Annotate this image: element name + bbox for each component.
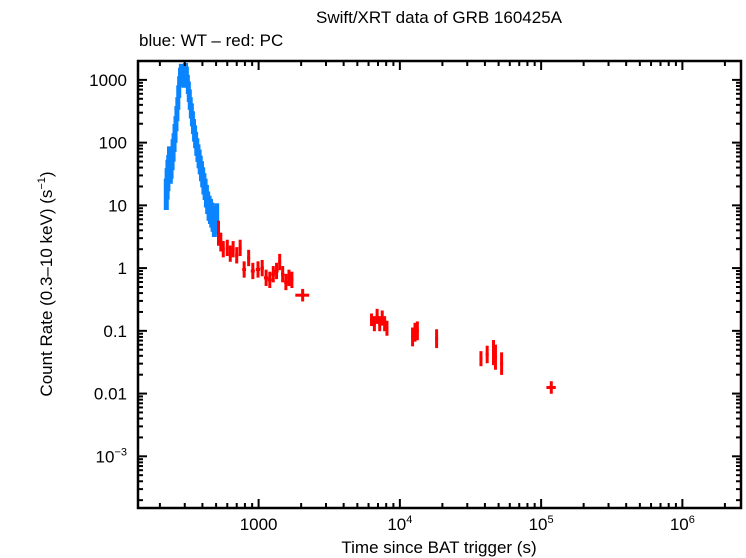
data-point	[295, 288, 310, 302]
data-point	[214, 203, 220, 231]
x-tick-label: 106	[670, 514, 695, 534]
data-point	[435, 329, 439, 349]
y-axis-label-main: Count Rate (0.3–10 keV) (s	[37, 190, 56, 397]
data-point	[287, 269, 291, 286]
chart-title: Swift/XRT data of GRB 160425A	[316, 8, 563, 27]
data-point	[546, 381, 556, 394]
data-point	[228, 245, 232, 262]
data-point	[415, 321, 419, 341]
data-point	[385, 320, 389, 336]
y-tick-label: 1	[118, 259, 127, 278]
data-point	[479, 351, 483, 367]
x-tick-labels: 1000 104 105 106	[240, 514, 695, 534]
chart-subtitle: blue: WT – red: PC	[139, 31, 283, 50]
series-pc	[216, 220, 556, 394]
y-axis-label: Count Rate (0.3–10 keV) (s−1)	[36, 171, 56, 396]
data-point	[176, 85, 182, 98]
series-wt	[163, 62, 220, 237]
x-tick-label: 1000	[240, 515, 278, 534]
data-point	[485, 345, 489, 364]
data-point	[493, 344, 497, 370]
data-point	[370, 313, 374, 327]
data-point	[278, 253, 282, 271]
data-point	[247, 249, 251, 267]
y-tick-label: 0.1	[103, 322, 127, 341]
data-point	[290, 271, 294, 288]
data-point	[242, 261, 247, 278]
data-point	[378, 316, 382, 332]
data-point	[280, 266, 285, 283]
data-point	[284, 273, 288, 291]
data-point	[235, 247, 239, 264]
x-tick-label: 104	[387, 514, 412, 534]
data-point	[274, 262, 279, 280]
data-point	[263, 269, 269, 286]
data-point	[250, 262, 255, 280]
data-point	[500, 352, 504, 375]
plot-frame	[136, 59, 743, 510]
y-tick-label: 1000	[89, 71, 127, 90]
y-axis-label-sup: −1	[36, 177, 48, 190]
data-point	[267, 271, 272, 288]
y-tick-labels: 1000 100 10 1 0.1 0.01 10−3	[89, 71, 127, 466]
data-point	[225, 239, 229, 257]
data-point	[221, 241, 225, 258]
x-tick-label: 105	[529, 514, 554, 534]
y-tick-label: 10	[108, 196, 127, 215]
y-tick-label: 10−3	[96, 446, 127, 466]
y-axis-label-tail: )	[37, 171, 56, 177]
data-point	[271, 266, 276, 283]
data-point	[231, 241, 235, 258]
data-point	[372, 316, 376, 332]
x-axis-label: Time since BAT trigger (s)	[341, 538, 536, 557]
data-layer	[163, 62, 556, 394]
y-tick-label: 100	[99, 134, 127, 153]
data-point	[260, 259, 264, 277]
data-point	[255, 261, 261, 278]
axis-ticks	[138, 60, 741, 508]
data-point	[175, 97, 181, 110]
data-point	[238, 239, 242, 257]
data-point	[375, 308, 379, 324]
y-tick-label: 0.01	[94, 385, 127, 404]
